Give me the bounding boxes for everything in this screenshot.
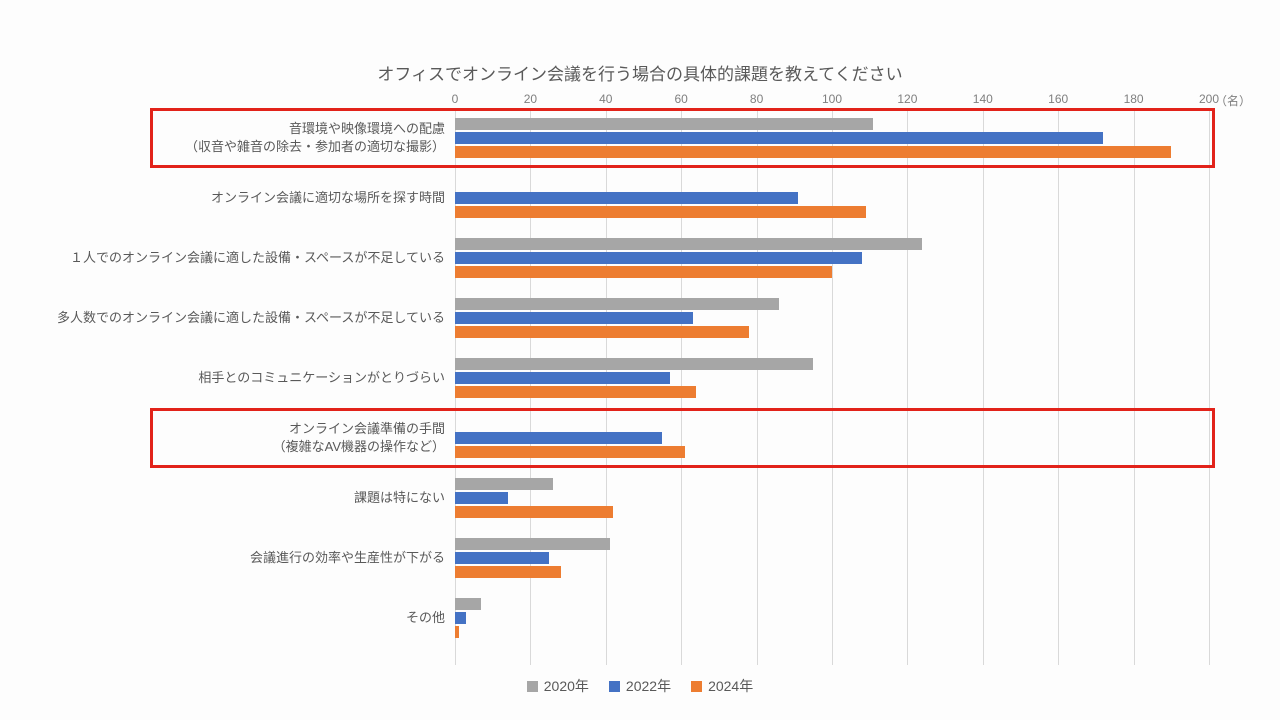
bar	[455, 238, 922, 250]
axis-unit: （名）	[1215, 92, 1251, 109]
gridline	[1209, 110, 1210, 665]
x-tick-label: 180	[1124, 92, 1144, 106]
bar	[455, 252, 862, 264]
bar	[455, 598, 481, 610]
legend: 2020年 2022年 2024年	[0, 676, 1280, 696]
legend-item: 2024年	[691, 676, 753, 696]
bar	[455, 432, 662, 444]
bar	[455, 206, 866, 218]
category-label: 多人数でのオンライン会議に適した設備・スペースが不足している	[45, 309, 445, 327]
legend-item: 2020年	[527, 676, 589, 696]
gridline	[983, 110, 984, 665]
category-label: 会議進行の効率や生産性が下がる	[45, 549, 445, 567]
plot-area: 020406080100120140160180200（名）	[455, 100, 1210, 660]
bar	[455, 538, 610, 550]
bar	[455, 358, 813, 370]
bar	[455, 566, 561, 578]
x-tick-label: 120	[897, 92, 917, 106]
legend-swatch	[691, 681, 702, 692]
x-tick-label: 100	[822, 92, 842, 106]
legend-label: 2020年	[544, 676, 589, 696]
bar	[455, 298, 779, 310]
bar	[455, 386, 696, 398]
x-tick-label: 20	[524, 92, 537, 106]
bar	[455, 192, 798, 204]
bar	[455, 446, 685, 458]
category-label: オンライン会議準備の手間（複雑なAV機器の操作など）	[45, 420, 445, 455]
bar	[455, 506, 613, 518]
category-label: その他	[45, 609, 445, 627]
bar	[455, 552, 549, 564]
bar	[455, 146, 1171, 158]
legend-swatch	[609, 681, 620, 692]
bar-chart: オフィスでオンライン会議を行う場合の具体的課題を教えてください 02040608…	[0, 0, 1280, 720]
gridline	[832, 110, 833, 665]
bar	[455, 312, 693, 324]
bar	[455, 626, 459, 638]
bar	[455, 478, 553, 490]
bar	[455, 266, 832, 278]
x-tick-label: 60	[675, 92, 688, 106]
gridline	[1058, 110, 1059, 665]
legend-label: 2024年	[708, 676, 753, 696]
x-tick-label: 160	[1048, 92, 1068, 106]
category-label: 音環境や映像環境への配慮（収音や雑音の除去・参加者の適切な撮影）	[45, 120, 445, 155]
legend-swatch	[527, 681, 538, 692]
legend-label: 2022年	[626, 676, 671, 696]
category-label: 相手とのコミュニケーションがとりづらい	[45, 369, 445, 387]
gridline	[907, 110, 908, 665]
x-tick-label: 80	[750, 92, 763, 106]
x-tick-label: 140	[973, 92, 993, 106]
bar	[455, 372, 670, 384]
bar	[455, 492, 508, 504]
category-label: 課題は特にない	[45, 489, 445, 507]
x-tick-label: 40	[599, 92, 612, 106]
category-label: オンライン会議に適切な場所を探す時間	[45, 189, 445, 207]
gridline	[1134, 110, 1135, 665]
chart-title: オフィスでオンライン会議を行う場合の具体的課題を教えてください	[0, 60, 1280, 85]
category-label: １人でのオンライン会議に適した設備・スペースが不足している	[45, 249, 445, 267]
legend-item: 2022年	[609, 676, 671, 696]
bar	[455, 132, 1103, 144]
bar	[455, 326, 749, 338]
bar	[455, 118, 873, 130]
x-tick-label: 0	[452, 92, 459, 106]
bar	[455, 612, 466, 624]
